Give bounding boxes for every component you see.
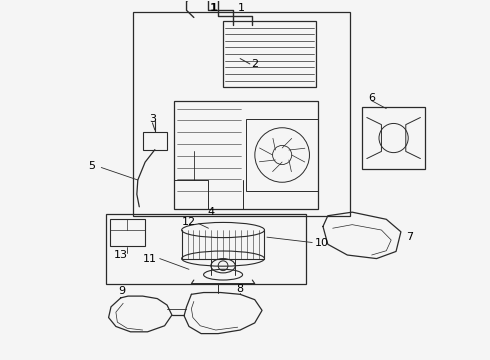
Bar [106, 214, 306, 284]
Text: 1: 1 [238, 3, 245, 13]
Text: 13: 13 [114, 250, 128, 260]
Bar [174, 102, 318, 208]
Text: 9: 9 [119, 286, 126, 296]
Text: 10: 10 [315, 238, 329, 248]
Bar [143, 132, 167, 150]
Text: 8: 8 [237, 284, 244, 294]
Text: 5: 5 [88, 161, 95, 171]
Text: 2: 2 [251, 59, 258, 69]
Text: 7: 7 [406, 232, 413, 242]
Bar [223, 21, 316, 87]
Bar [362, 107, 425, 169]
Bar [133, 12, 350, 216]
Bar [246, 119, 318, 191]
Text: 11: 11 [143, 253, 157, 264]
Bar [110, 219, 145, 246]
Text: 4: 4 [207, 207, 215, 217]
Text: 12: 12 [182, 217, 196, 227]
Text: 6: 6 [368, 93, 375, 103]
Text: 1: 1 [209, 3, 217, 13]
Text: 3: 3 [149, 114, 156, 124]
